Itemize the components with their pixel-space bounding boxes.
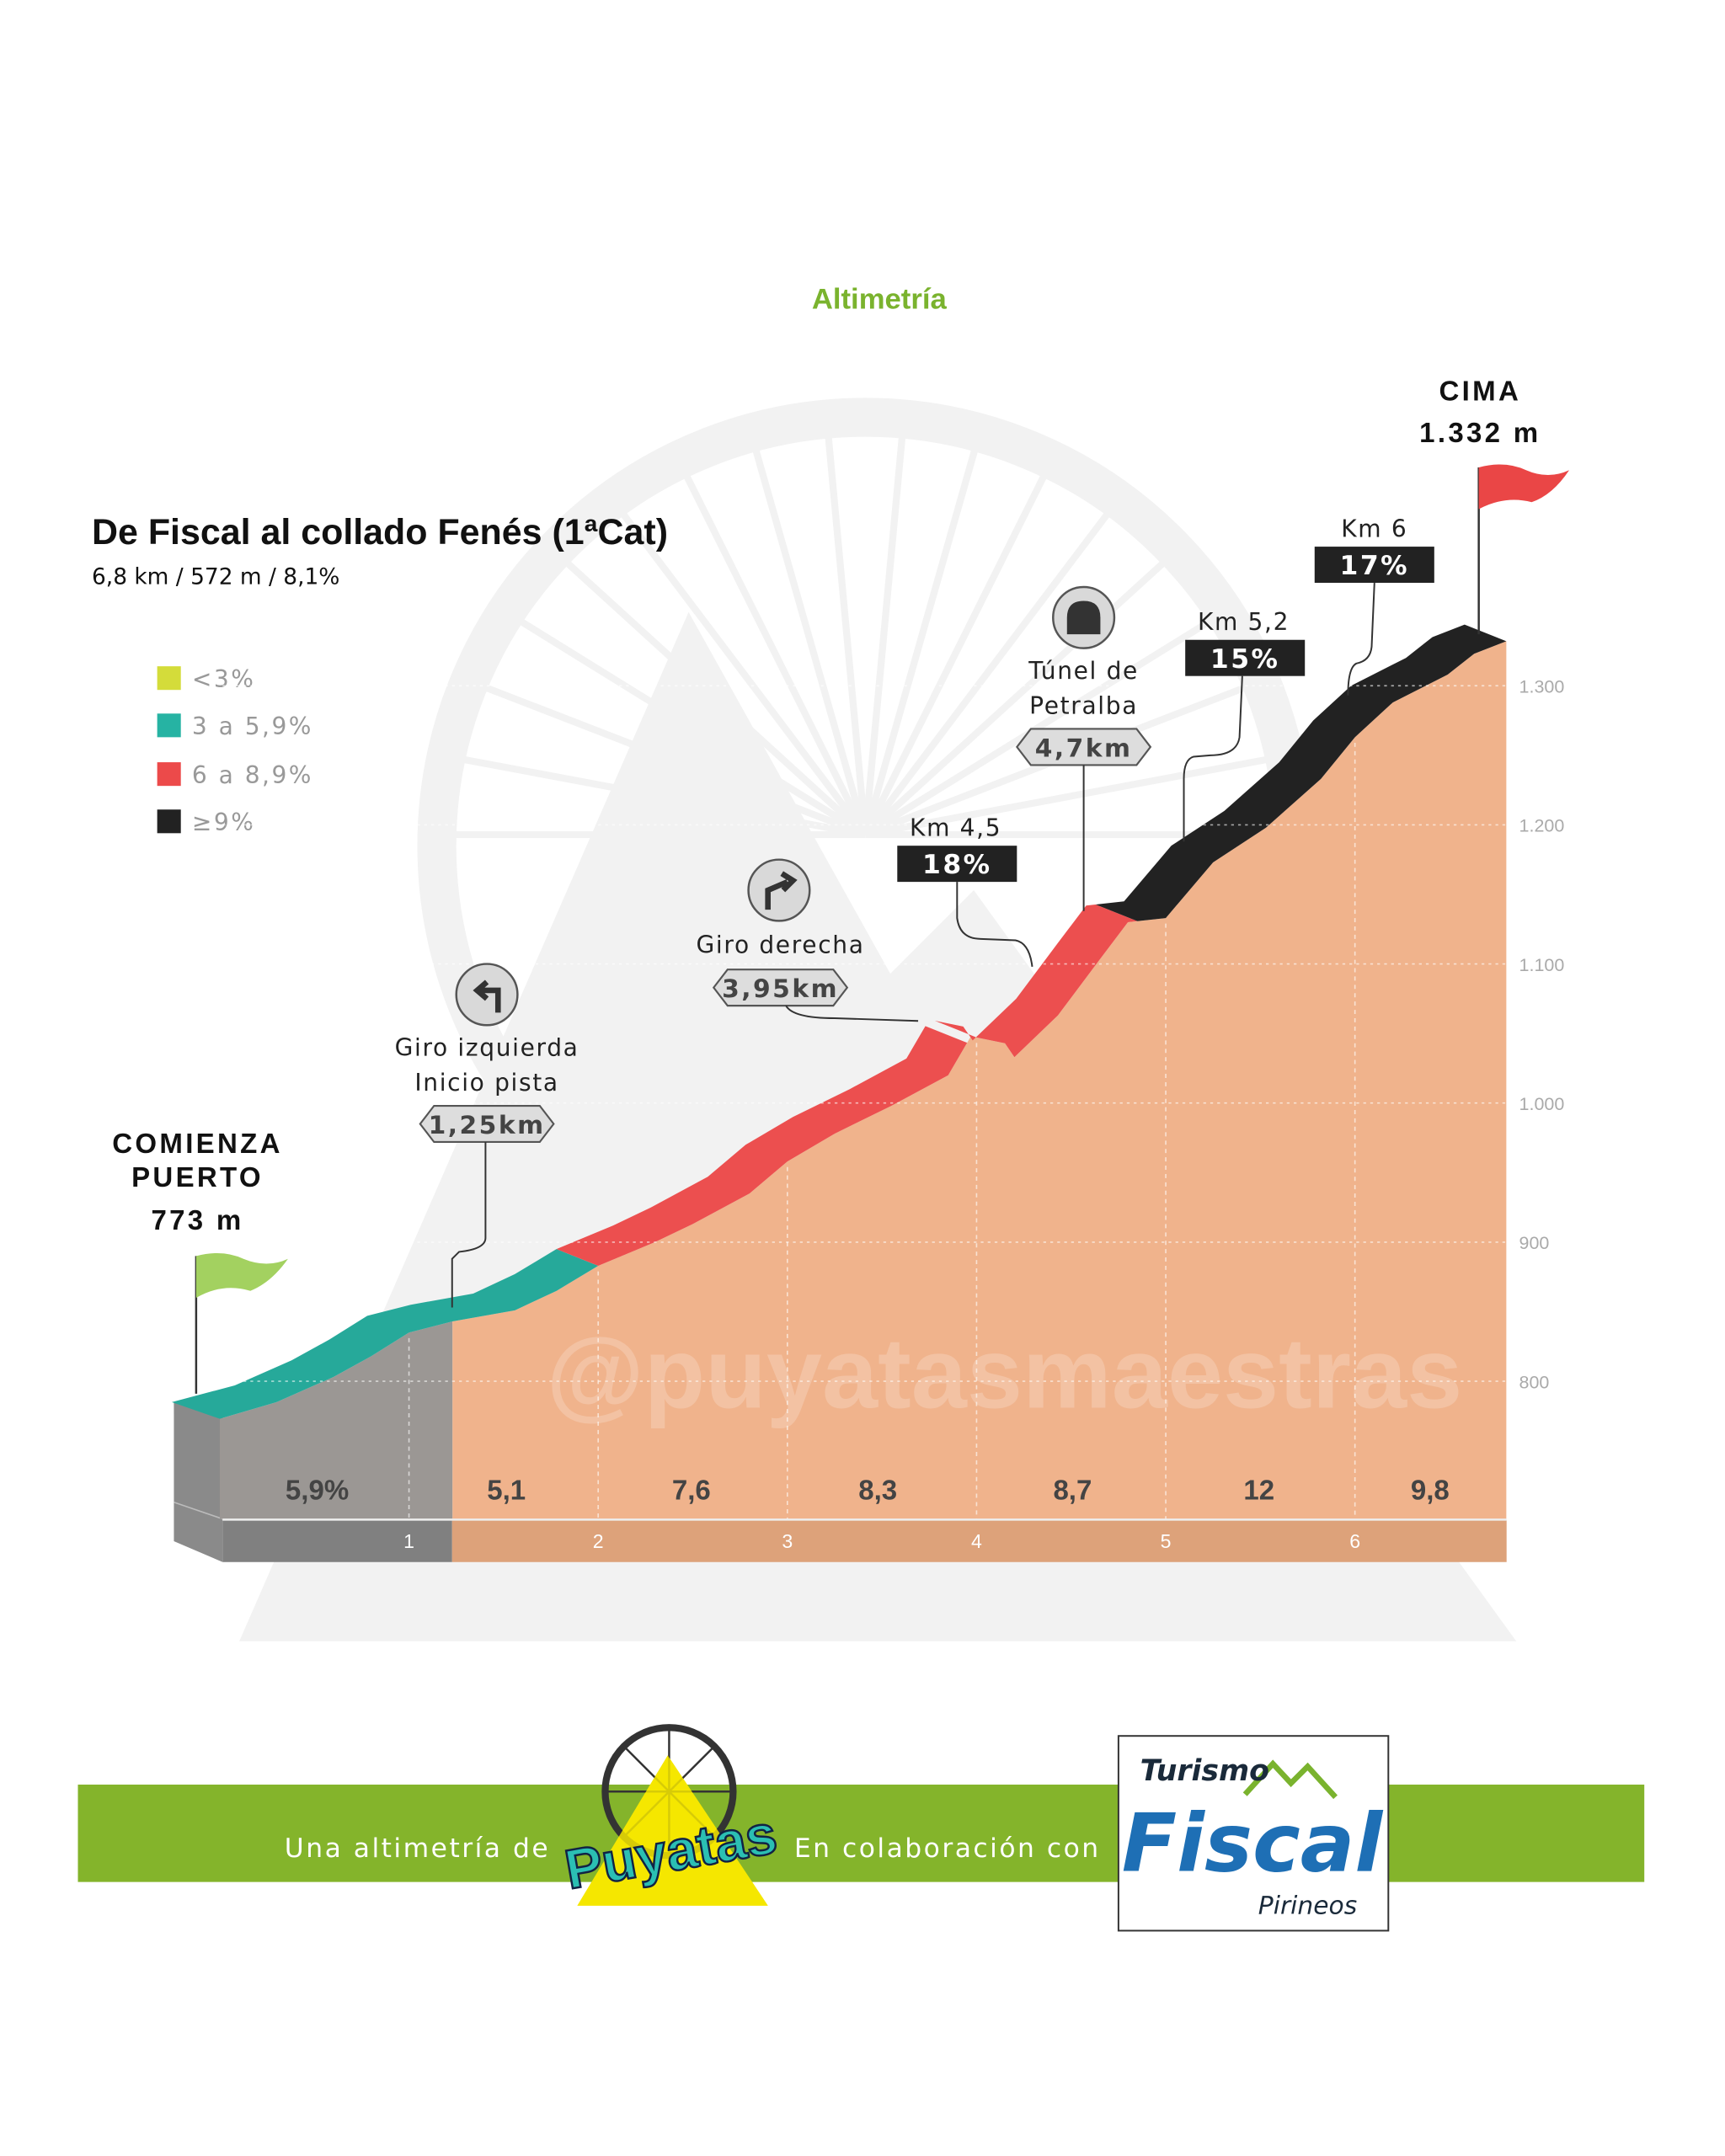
gradient-band-segment: [171, 1249, 599, 1419]
km-gradient-label: 8,3: [858, 1474, 897, 1505]
summit-marker: CIMA 1.332 m: [1419, 376, 1570, 635]
svg-text:Túnel de: Túnel de: [1028, 657, 1139, 685]
legend-swatch: [157, 809, 181, 834]
wheel-spoke: [864, 754, 1277, 839]
tunnel-annotation: Túnel de Petralba 4,7km: [1015, 585, 1152, 911]
turn-left-annotation: Giro izquierda Inicio pista 1,25km: [395, 963, 579, 1308]
profile-fill-orange: [452, 641, 1507, 1519]
svg-text:18%: 18%: [922, 850, 992, 880]
y-tick-label: 1.300: [1519, 677, 1565, 697]
svg-text:4,7km: 4,7km: [1035, 734, 1133, 763]
wheel-spoke: [454, 754, 867, 839]
legend-swatch: [157, 666, 181, 691]
legend: <3% 3 a 5,9% 6 a 8,9% ≥9%: [157, 665, 313, 836]
wheel-spoke: [747, 432, 869, 836]
km-tick-label: 4: [971, 1530, 982, 1552]
start-flag-icon: [195, 1252, 288, 1298]
gradient-band-segment: [556, 1026, 968, 1266]
legend-swatch: [157, 762, 181, 787]
y-tick-label: 1.000: [1519, 1094, 1565, 1114]
wheel-spoke: [823, 419, 869, 835]
km-gradient-label: 12: [1243, 1474, 1274, 1505]
watermark: @puyatasmaestras: [547, 1317, 1463, 1429]
svg-text:Pirineos: Pirineos: [1258, 1892, 1357, 1921]
summit-flag-icon: [1478, 464, 1570, 510]
footer: Una altimetría de Puyatas En colaboració…: [77, 1724, 1645, 1932]
profile-side-3d: [174, 1401, 223, 1562]
svg-text:Km 5,2: Km 5,2: [1198, 608, 1290, 636]
km-gradient-label: 5,1: [487, 1474, 526, 1505]
wheel-spoke: [862, 459, 1055, 836]
km-strip-gray: [222, 1520, 452, 1562]
svg-text:Petralba: Petralba: [1029, 691, 1138, 719]
wheel-spoke: [676, 459, 868, 836]
y-tick-label: 800: [1519, 1372, 1550, 1392]
turn-right-icon: [747, 858, 811, 922]
km-gradient-label: 9,8: [1411, 1474, 1450, 1505]
legend-label: <3%: [192, 665, 255, 693]
svg-text:773 m: 773 m: [151, 1204, 243, 1235]
legend-label: 6 a 8,9%: [192, 761, 313, 789]
svg-text:COMIENZA: COMIENZA: [112, 1128, 283, 1159]
turn-right-annotation: Giro derecha 3,95km: [697, 858, 919, 1022]
climb-title: De Fiscal al collado Fenés (1ªCat): [92, 512, 668, 552]
km-gradient-label: 7,6: [672, 1474, 711, 1505]
svg-text:Giro derecha: Giro derecha: [697, 931, 865, 958]
wheel-spoke: [862, 419, 908, 835]
legend-label: ≥9%: [192, 808, 255, 836]
footer-text-mid: En colaboración con: [794, 1833, 1101, 1864]
profile-fill-gray: [219, 1321, 453, 1519]
gradient-band-segment: [934, 904, 1138, 1058]
wheel-spoke: [611, 499, 868, 837]
turismo-fiscal-logo: Turismo Fiscal Pirineos: [1117, 1735, 1390, 1932]
svg-text:Km 4,5: Km 4,5: [910, 814, 1001, 842]
km-tick-label: 3: [782, 1530, 793, 1552]
km-tick-label: 5: [1161, 1530, 1172, 1552]
svg-text:Inicio pista: Inicio pista: [414, 1069, 558, 1097]
wheel-spoke: [862, 551, 1177, 838]
svg-text:17%: 17%: [1340, 551, 1410, 581]
svg-text:1,25km: 1,25km: [429, 1111, 546, 1140]
wheel-spoke: [862, 432, 983, 836]
km6-annotation: Km 6 17%: [1314, 515, 1434, 696]
km-tick-label: 2: [593, 1530, 604, 1552]
km-strip-orange: [451, 1520, 1507, 1562]
svg-text:Km 6: Km 6: [1341, 515, 1407, 543]
km45-annotation: Km 4,5 18%: [897, 814, 1033, 967]
section-title: Altimetría: [812, 284, 948, 316]
turn-left-icon: [455, 963, 519, 1027]
climb-stats: 6,8 km / 572 m / 8,1%: [92, 564, 339, 590]
legend-swatch: [157, 713, 181, 738]
svg-text:CIMA: CIMA: [1439, 376, 1522, 407]
svg-text:Giro izquierda: Giro izquierda: [395, 1034, 579, 1062]
y-tick-label: 900: [1519, 1233, 1550, 1253]
svg-text:15%: 15%: [1210, 644, 1280, 675]
svg-text:1.332 m: 1.332 m: [1419, 417, 1541, 448]
start-marker: COMIENZA PUERTO 773 m: [112, 1128, 288, 1394]
svg-text:Fiscal: Fiscal: [1122, 1796, 1384, 1890]
km-tick-label: 1: [403, 1530, 414, 1552]
km-gradient-label: 8,7: [1053, 1474, 1092, 1505]
svg-text:Turismo: Turismo: [1140, 1754, 1269, 1788]
wheel-spoke: [508, 611, 868, 838]
km-gradient-label: 5,9%: [286, 1474, 349, 1505]
gradient-band-segment: [1095, 624, 1507, 921]
wheel-spoke: [474, 680, 867, 838]
wheel-spoke: [554, 551, 868, 838]
y-tick-label: 1.100: [1519, 955, 1565, 975]
svg-text:PUERTO: PUERTO: [131, 1161, 264, 1193]
y-tick-label: 1.200: [1519, 816, 1565, 836]
km52-annotation: Km 5,2 15%: [1183, 608, 1306, 842]
wheel-spoke: [862, 499, 1120, 837]
legend-label: 3 a 5,9%: [192, 712, 313, 740]
wheel-spoke: [863, 611, 1222, 838]
km-tick-label: 6: [1349, 1530, 1360, 1552]
footer-text-left: Una altimetría de: [285, 1833, 550, 1864]
svg-text:3,95km: 3,95km: [722, 974, 839, 1004]
